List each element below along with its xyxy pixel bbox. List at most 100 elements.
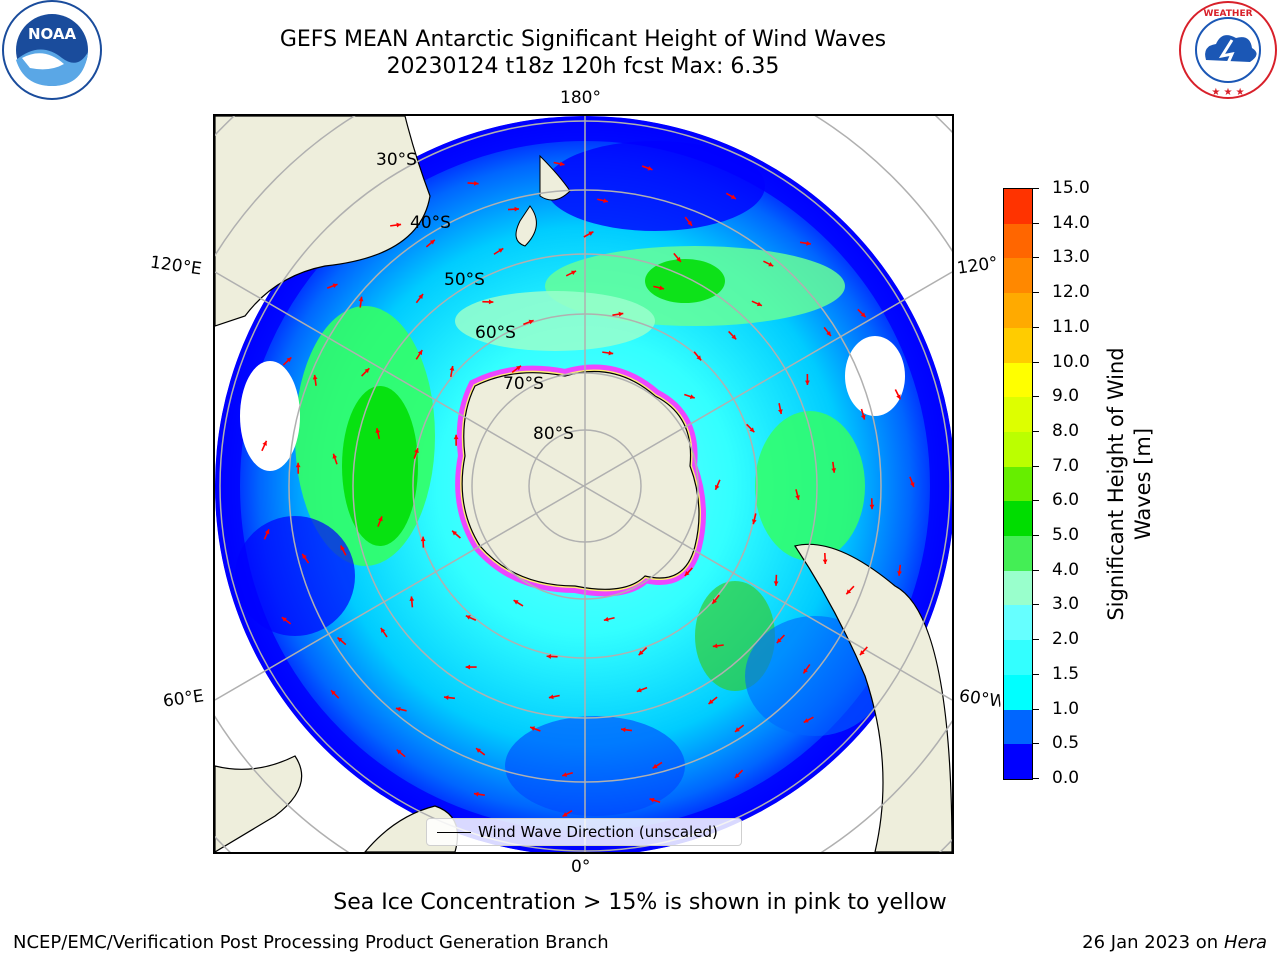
calm-region — [505, 716, 685, 816]
colorbar — [1003, 188, 1033, 780]
wind-arrow-head — [776, 638, 782, 644]
colorbar-tick-label: 0.0 — [1052, 768, 1080, 788]
colorbar-tick-label: 15.0 — [1052, 178, 1090, 198]
colorbar-segment — [1004, 674, 1032, 710]
colorbar-tick-mark — [1033, 326, 1039, 328]
colorbar-tick-mark — [1033, 361, 1039, 363]
wind-arrow-head — [364, 368, 370, 374]
wind-arrow-head — [465, 615, 471, 620]
colorbar-segment — [1004, 223, 1032, 259]
wind-arrow-head — [396, 749, 402, 755]
wind-arrow-head — [418, 294, 424, 299]
wind-arrow-head — [546, 654, 552, 659]
colorbar-tick-label: 13.0 — [1052, 247, 1090, 268]
colorbar-tick-mark — [1033, 569, 1039, 571]
wind-arrow-head — [831, 468, 837, 473]
lat-label-50s: 50°S — [444, 270, 485, 290]
colorbar-tick-label: 10.0 — [1052, 351, 1090, 372]
wind-arrow-head — [281, 617, 287, 622]
footer-host: Hera — [1223, 932, 1267, 953]
lon-label-60w: 60°W — [957, 686, 1003, 712]
footer-date: 26 Jan 2023 on Hera — [1082, 932, 1267, 953]
wind-arrow-head — [696, 355, 702, 361]
graticule — [215, 116, 952, 852]
colorbar-segment — [1004, 639, 1032, 675]
wind-arrow-head — [649, 797, 655, 803]
lat-label-60s: 60°S — [475, 323, 516, 343]
wind-arrow-head — [473, 791, 479, 797]
lon-label-180: 180° — [560, 88, 601, 108]
wind-arrow-head — [778, 409, 783, 414]
lat-label-30s: 30°S — [376, 150, 417, 170]
wind-arrow-head — [530, 726, 536, 731]
legend-line-icon — [437, 832, 471, 833]
wind-arrow-head — [571, 270, 577, 276]
wind-arrow-head — [756, 301, 762, 307]
wind-arrow-head — [822, 559, 828, 564]
colorbar-tick-label: 1.0 — [1052, 698, 1080, 719]
wind-arrow-head — [846, 589, 852, 595]
lat-label-40s: 40°S — [410, 213, 451, 233]
wind-arrow-head — [444, 695, 449, 700]
wind-arrow-head — [652, 763, 658, 769]
map-canvas — [215, 116, 952, 852]
wind-arrow-head — [826, 331, 831, 337]
wave-patch — [455, 291, 655, 351]
wind-arrow-head — [429, 239, 435, 245]
wind-arrow-head — [262, 440, 267, 446]
colorbar-tick-mark — [1033, 639, 1039, 641]
wind-arrow-head — [514, 206, 519, 212]
nws-logo: WEATHER ★ ★ ★ — [1179, 1, 1277, 99]
wind-arrow-head — [474, 180, 479, 186]
colorbar-tick-mark — [1033, 500, 1039, 502]
wind-arrow-head — [608, 350, 614, 356]
wind-arrow-head — [896, 394, 901, 400]
wind-arrow-head — [516, 365, 522, 371]
wind-arrow-head — [286, 357, 292, 363]
calm-region — [235, 516, 355, 636]
svg-text:WEATHER: WEATHER — [1203, 9, 1252, 19]
new-zealand — [515, 205, 537, 247]
chart-title: GEFS MEAN Antarctic Significant Height o… — [279, 27, 887, 52]
svg-text:NOAA: NOAA — [28, 25, 77, 43]
colorbar-tick-mark — [1033, 535, 1039, 537]
colorbar-label: Significant Height of Wind Waves [m] — [1103, 184, 1157, 784]
wind-arrow-head — [337, 637, 343, 643]
colorbar-tick-mark — [1033, 396, 1039, 398]
colorbar-segment — [1004, 362, 1032, 398]
map-frame — [213, 114, 954, 854]
wind-arrow-head — [687, 220, 693, 226]
wind-arrow-head — [396, 222, 402, 228]
wind-arrow-head — [647, 166, 653, 171]
colorbar-tick-label: 7.0 — [1052, 455, 1080, 476]
wind-arrows — [261, 161, 915, 818]
colorbar-segment — [1004, 604, 1032, 641]
lat-label-70s: 70°S — [503, 374, 544, 394]
wind-arrow-head — [805, 380, 810, 385]
wind-arrow-head — [465, 664, 471, 670]
wind-arrow-head — [528, 319, 534, 325]
wind-arrow-head — [409, 596, 415, 601]
australia-land — [215, 116, 431, 327]
wind-arrow-head — [375, 428, 381, 434]
colorbar-tick-label: 2.0 — [1052, 629, 1080, 650]
colorbar-tick-mark — [1033, 708, 1039, 710]
footer-date-text: 26 Jan 2023 on — [1082, 932, 1224, 953]
colorbar-segment — [1004, 743, 1032, 779]
colorbar-tick-mark — [1033, 778, 1039, 779]
wind-arrow-head — [476, 748, 481, 753]
colorbar-tick-mark — [1033, 743, 1039, 745]
wind-arrow-head — [684, 571, 690, 576]
calm-region — [745, 616, 885, 736]
wind-arrow-head — [860, 414, 866, 420]
wind-arrow-head — [731, 334, 737, 340]
wind-arrow-head — [734, 727, 740, 732]
wind-arrow-head — [859, 650, 865, 656]
wind-arrow-head — [603, 198, 608, 204]
wind-arrow-head — [488, 299, 494, 305]
map-legend: Wind Wave Direction (unscaled) — [426, 818, 742, 846]
colorbar-label-line2: Waves [m] — [1131, 427, 1155, 541]
colorbar-tick-label: 9.0 — [1052, 386, 1080, 407]
wind-arrow-head — [417, 350, 423, 356]
wind-arrow-head — [513, 600, 519, 605]
